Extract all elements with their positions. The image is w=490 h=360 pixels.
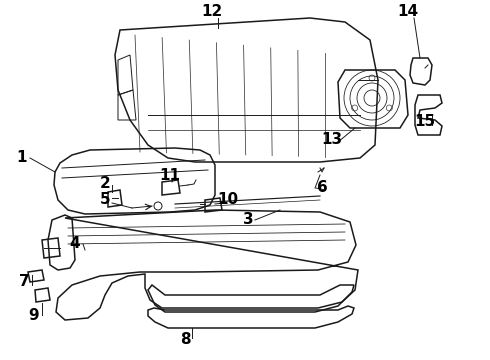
Text: 13: 13 — [321, 132, 343, 148]
Text: 14: 14 — [397, 4, 418, 19]
Text: 12: 12 — [201, 4, 222, 19]
Text: 2: 2 — [99, 175, 110, 190]
Text: 10: 10 — [218, 193, 239, 207]
Text: 1: 1 — [17, 150, 27, 166]
Text: 11: 11 — [160, 167, 180, 183]
Text: 6: 6 — [317, 180, 327, 195]
Text: 15: 15 — [415, 114, 436, 130]
Text: 3: 3 — [243, 212, 253, 228]
Text: 4: 4 — [70, 237, 80, 252]
Text: 5: 5 — [99, 193, 110, 207]
Text: 9: 9 — [29, 307, 39, 323]
Text: 8: 8 — [180, 333, 190, 347]
Text: 7: 7 — [19, 274, 29, 289]
